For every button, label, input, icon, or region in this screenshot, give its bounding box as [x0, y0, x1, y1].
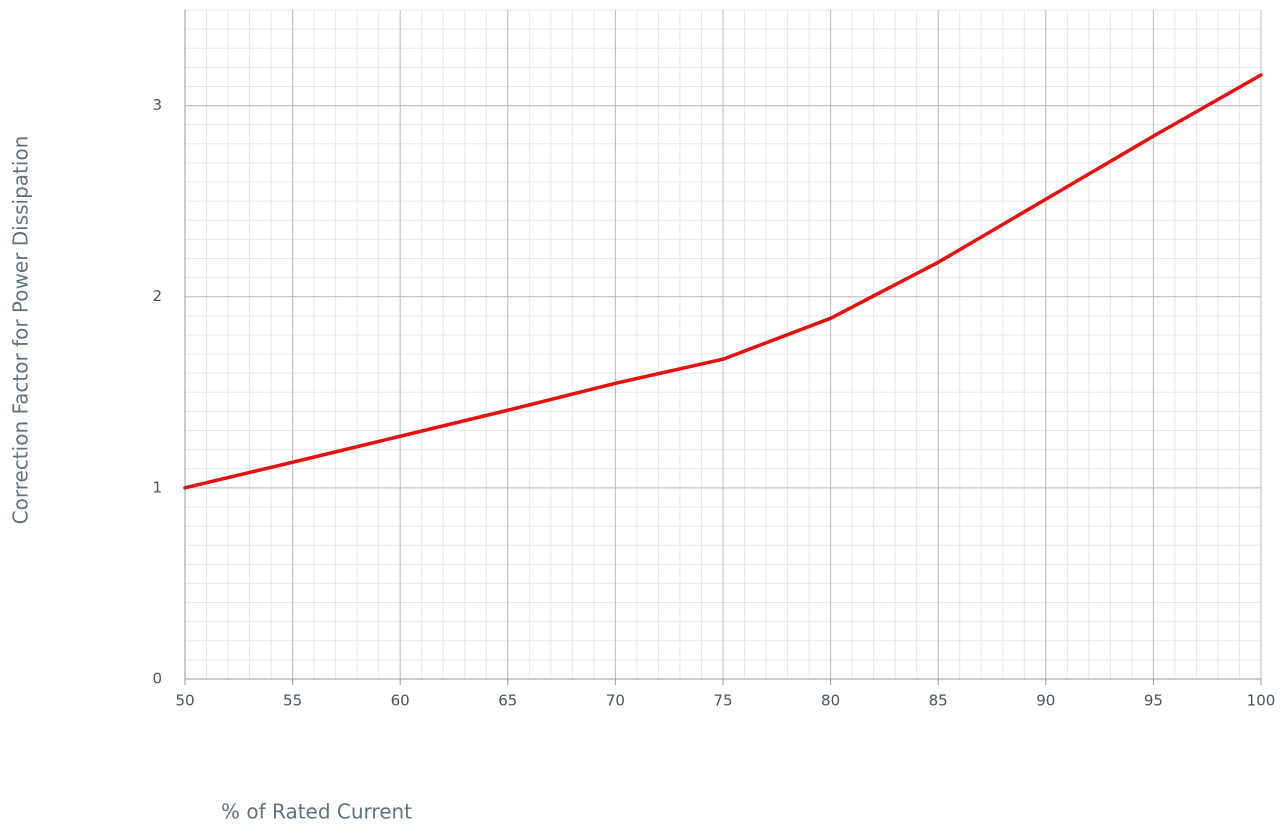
x-tick-label: 55 [283, 692, 302, 710]
y-tick-label: 3 [152, 96, 162, 114]
x-tick-label: 65 [498, 692, 517, 710]
x-tick-label: 90 [1036, 692, 1055, 710]
x-tick-label: 85 [929, 692, 948, 710]
data-line [183, 73, 1263, 490]
y-axis-label: Correction Factor for Power Dissipation [9, 136, 33, 525]
x-tick-label: 100 [1247, 692, 1276, 710]
y-tick-label: 2 [152, 287, 162, 305]
major-grid [184, 10, 1262, 680]
x-tick-label: 60 [391, 692, 410, 710]
x-tick-label: 95 [1144, 692, 1163, 710]
y-tick-label: 0 [152, 670, 162, 688]
x-tick-label: 80 [821, 692, 840, 710]
y-tick-label: 1 [152, 478, 162, 496]
x-tick-label: 75 [713, 692, 732, 710]
x-tick-label: 70 [606, 692, 625, 710]
x-axis-label: % of Rated Current [221, 800, 412, 824]
x-tick-label: 50 [175, 692, 194, 710]
